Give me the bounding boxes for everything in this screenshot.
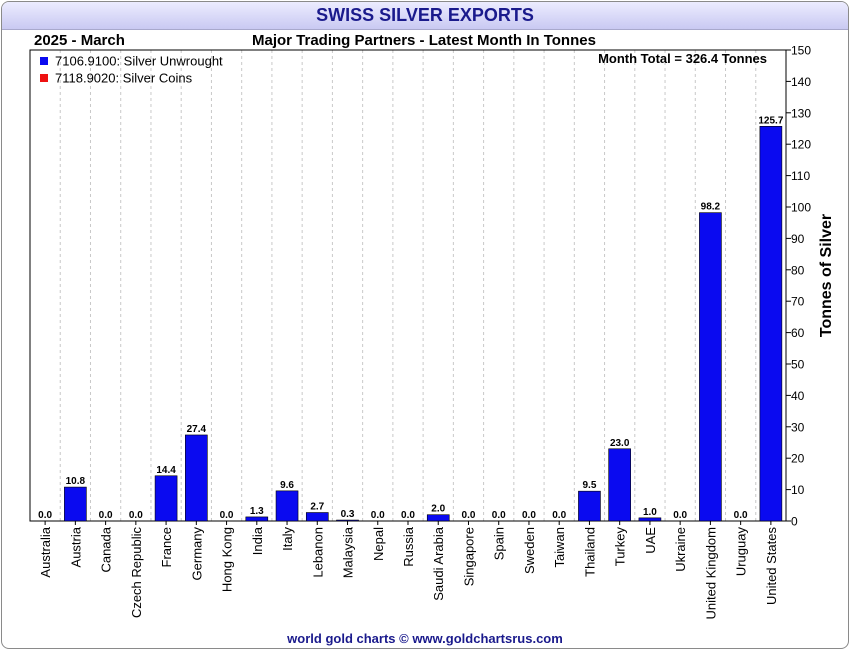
y-tick-label: 150 (791, 44, 811, 58)
x-tick-label: Canada (99, 526, 114, 572)
y-tick-label: 100 (791, 201, 811, 215)
month-total-annotation: Month Total = 326.4 Tonnes (598, 51, 767, 66)
x-tick-label: Russia (401, 526, 416, 567)
bar (426, 514, 450, 522)
y-tick-label: 70 (791, 295, 805, 309)
data-label: 14.4 (156, 465, 176, 476)
bar (336, 519, 359, 522)
legend-label: 7106.9100: Silver Unwrought (55, 54, 223, 69)
x-tick-label: United Kingdom (703, 527, 718, 620)
x-tick-label: Germany (189, 527, 204, 581)
x-tick-label: Lebanon (310, 527, 325, 578)
x-tick-label: Malaysia (341, 526, 356, 578)
data-label: 0.0 (401, 510, 415, 521)
y-tick-label: 140 (791, 75, 811, 89)
data-label: 98.2 (701, 202, 721, 213)
chart-title: SWISS SILVER EXPORTS (316, 5, 534, 25)
x-tick-label: Australia (38, 526, 53, 577)
y-tick-label: 60 (791, 326, 805, 340)
y-tick-label: 120 (791, 138, 811, 152)
x-tick-label: Spain (492, 527, 507, 560)
data-label: 0.0 (371, 510, 385, 521)
data-label: 0.0 (552, 510, 566, 521)
bar (699, 212, 722, 522)
x-tick-label: Saudi Arabia (431, 526, 446, 600)
data-label: 2.0 (431, 504, 445, 515)
data-label: 0.0 (129, 510, 143, 521)
data-label: 0.0 (462, 510, 476, 521)
y-tick-label: 50 (791, 358, 805, 372)
data-label: 0.0 (492, 510, 506, 521)
y-tick-label: 0 (791, 515, 798, 529)
y-tick-label: 130 (791, 106, 811, 120)
x-tick-label: United States (764, 527, 779, 606)
x-tick-label: UAE (643, 527, 658, 554)
x-tick-label: France (159, 527, 174, 567)
bar (759, 126, 783, 522)
x-tick-label: Italy (280, 527, 295, 551)
y-tick-label: 20 (791, 452, 805, 466)
y-tick-label: 30 (791, 420, 805, 434)
period-label: 2025 - March (34, 32, 125, 49)
plot-area (30, 50, 786, 521)
bar (64, 486, 87, 522)
footer-credit: world gold charts © www.goldchartsrus.co… (287, 631, 563, 646)
y-tick-label: 110 (791, 169, 810, 183)
data-label: 0.0 (522, 510, 536, 521)
x-tick-label: Czech Republic (129, 527, 144, 619)
data-label: 1.3 (250, 506, 264, 517)
x-tick-label: Sweden (522, 527, 537, 574)
x-tick-label: Austria (68, 526, 83, 567)
legend-swatch (40, 74, 48, 82)
data-label: 0.0 (734, 510, 748, 521)
x-tick-label: Thailand (582, 527, 597, 577)
x-tick-label: Turkey (613, 527, 628, 567)
x-tick-label: India (250, 526, 265, 555)
bar (305, 512, 329, 522)
data-label: 9.6 (280, 480, 294, 491)
bar (245, 516, 269, 522)
y-tick-label: 10 (791, 483, 805, 497)
y-tick-label: 90 (791, 232, 805, 246)
data-label: 9.5 (582, 480, 596, 491)
data-label: 0.0 (220, 510, 234, 521)
title-bar: SWISS SILVER EXPORTS (2, 2, 848, 30)
data-label: 125.7 (758, 115, 783, 126)
y-axis-label: Tonnes of Silver (818, 214, 835, 337)
bar (275, 490, 299, 522)
data-label: 0.3 (341, 509, 355, 520)
data-label: 0.0 (38, 510, 52, 521)
data-label: 10.8 (66, 476, 86, 487)
x-tick-label: Singapore (461, 527, 476, 586)
data-label: 2.7 (310, 502, 324, 513)
bar (638, 517, 662, 522)
data-label: 0.0 (673, 510, 687, 521)
legend-swatch (40, 57, 48, 65)
x-tick-label: Taiwan (552, 527, 567, 567)
data-label: 27.4 (187, 424, 207, 435)
x-tick-label: Nepal (371, 527, 386, 561)
bar (578, 490, 601, 522)
x-tick-label: Ukraine (673, 527, 688, 572)
bar (608, 448, 631, 522)
legend-label: 7118.9020: Silver Coins (55, 71, 193, 86)
bar (185, 434, 208, 522)
bar (154, 475, 178, 522)
data-label: 23.0 (610, 438, 630, 449)
chart-subtitle: Major Trading Partners - Latest Month In… (252, 32, 596, 49)
y-tick-label: 80 (791, 263, 805, 277)
data-label: 1.0 (643, 507, 657, 518)
y-tick-label: 40 (791, 389, 805, 403)
x-tick-label: Hong Kong (220, 527, 235, 592)
x-tick-label: Uruguay (734, 527, 749, 577)
data-label: 0.0 (99, 510, 113, 521)
